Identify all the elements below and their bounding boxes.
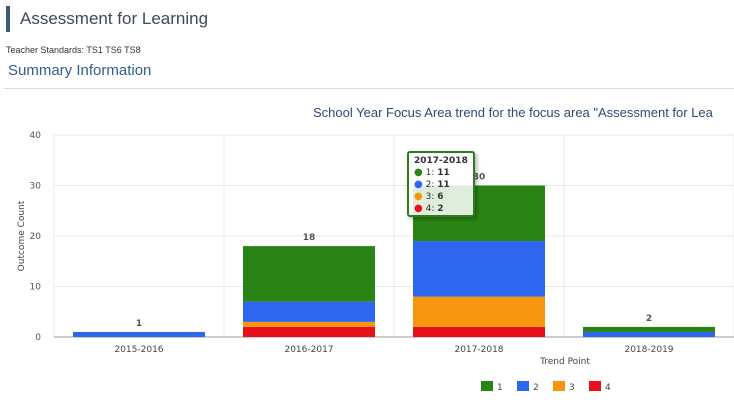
teacher-standards: Teacher Standards: TS1 TS6 TS8 — [6, 45, 141, 55]
tooltip-row: ● 1: 11 — [414, 167, 468, 179]
tooltip-row-label: 1: — [425, 168, 435, 178]
y-tick-label: 20 — [30, 232, 42, 242]
bar-total-label: 18 — [303, 233, 316, 243]
bar-segment — [73, 331, 205, 337]
y-tick-label: 0 — [35, 333, 41, 343]
series-dot-icon: ● — [414, 191, 423, 202]
y-tick-label: 40 — [30, 131, 42, 141]
series-dot-icon: ● — [414, 179, 423, 190]
tooltip-row-label: 2: — [425, 180, 435, 190]
bar-segment — [243, 326, 375, 337]
tooltip-row-value: 6 — [437, 192, 444, 202]
legend-swatch — [517, 381, 529, 391]
series-dot-icon: ● — [414, 167, 423, 178]
legend-label: 1 — [497, 383, 503, 393]
bar-segment — [243, 301, 375, 322]
tooltip-row: ● 2: 11 — [414, 179, 468, 191]
x-tick-label: 2015-2016 — [114, 345, 163, 355]
x-tick-label: 2018-2019 — [624, 345, 673, 355]
bar-segment — [413, 241, 545, 297]
tooltip-row-value: 11 — [437, 180, 450, 190]
series-dot-icon: ● — [414, 203, 423, 214]
bar-total-label: 1 — [136, 319, 142, 329]
bar-segment — [413, 326, 545, 337]
tooltip-row-value: 11 — [437, 168, 450, 178]
page-title: Assessment for Learning — [6, 6, 208, 32]
bar-segment — [583, 331, 715, 337]
legend-label: 3 — [569, 383, 575, 393]
x-tick-label: 2016-2017 — [284, 345, 333, 355]
y-axis-title: Outcome Count — [17, 200, 27, 271]
bar-total-label: 2 — [646, 314, 652, 324]
x-axis-title: Trend Point — [539, 357, 590, 367]
chart-title: School Year Focus Area trend for the foc… — [313, 105, 714, 120]
bar-segment — [413, 296, 545, 327]
y-tick-label: 30 — [30, 182, 42, 192]
divider — [4, 88, 734, 89]
summary-heading: Summary Information — [8, 62, 152, 79]
tooltip-row-label: 4: — [425, 204, 435, 214]
y-tick-label: 10 — [30, 283, 42, 293]
legend-swatch — [481, 381, 493, 391]
legend-label: 2 — [533, 383, 539, 393]
bar-segment — [243, 321, 375, 327]
legend-swatch — [553, 381, 565, 391]
bar-segment — [583, 326, 715, 332]
tooltip-row: ● 4: 2 — [414, 203, 468, 215]
chart-tooltip: 2017-2018 ● 1: 11 ● 2: 11 ● 3: 6 ● 4: 2 — [407, 151, 475, 217]
tooltip-row-label: 3: — [425, 192, 435, 202]
x-tick-label: 2017-2018 — [454, 345, 503, 355]
tooltip-row-value: 2 — [437, 204, 444, 214]
bar-segment — [243, 246, 375, 302]
legend-label: 4 — [605, 383, 611, 393]
bar-total-label: 30 — [473, 173, 486, 183]
tooltip-row: ● 3: 6 — [414, 191, 468, 203]
legend-swatch — [589, 381, 601, 391]
tooltip-title: 2017-2018 — [414, 156, 468, 166]
